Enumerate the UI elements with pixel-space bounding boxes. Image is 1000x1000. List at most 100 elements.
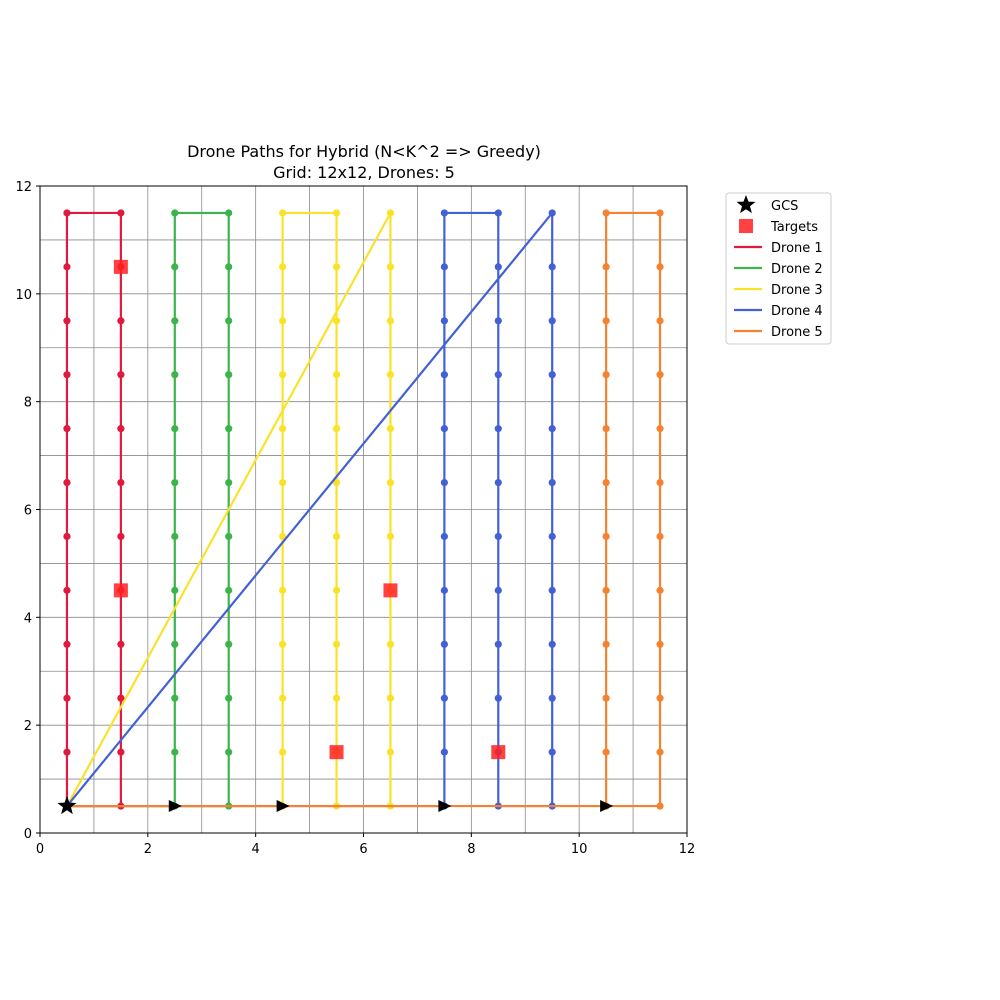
drone-4-waypoint [440,532,448,541]
drone-3-waypoint [279,640,287,648]
drone-5-waypoint [602,532,610,541]
drone-2-waypoint [225,263,233,271]
drone-4-path [66,211,554,808]
drone-4-waypoint [548,317,556,325]
drone-4-waypoint [440,209,448,217]
x-tick-label: 4 [252,842,260,857]
x-tick-label: 0 [36,842,44,857]
legend-gcs-star-icon [736,195,756,214]
drone-4-waypoint [548,209,556,217]
drone-5-waypoint [656,317,664,325]
legend-label: Drone 4 [771,304,823,319]
drone-1-waypoint [63,425,71,433]
drone-1-waypoint [63,640,71,648]
drone-4-waypoint [440,425,448,433]
drone-3-waypoint [386,748,395,756]
x-tick-label: 2 [144,842,152,857]
y-tick-label: 12 [15,180,32,195]
drone-4-waypoint [548,263,556,271]
drone-2-waypoint [225,371,233,379]
target-marker [491,745,506,760]
drone-1-waypoint [63,694,71,702]
drone-2-waypoint [171,263,179,271]
plot-area: 0 2 4 6 8 10 12 0 2 4 6 8 10 12 [15,180,695,857]
drone-4-waypoint [494,371,502,379]
legend-label: Drone 5 [771,325,823,340]
drone-2-waypoint [171,586,179,594]
direction-arrow [168,800,182,813]
drone-3-waypoint [332,263,341,271]
drone-3-waypoint [332,425,341,433]
drone-3-waypoint [386,317,395,325]
drone-1-waypoint [117,532,125,541]
drone-4-waypoint [440,317,448,325]
drone-2-waypoint [225,532,233,541]
drone-4-waypoint [494,640,502,648]
target-marker [113,259,128,274]
drone-5-waypoint [656,371,664,379]
drone-4-waypoint [548,586,556,594]
drone-3-waypoint [332,317,341,325]
direction-arrow [438,800,452,813]
drone-4-waypoint [440,640,448,648]
legend-label: GCS [771,199,798,214]
drone-4-waypoint [440,748,448,756]
drone-3-waypoint [386,371,395,379]
drone-5-waypoint [602,263,610,271]
drone-5-waypoint [602,586,610,594]
x-tick-label: 8 [467,842,475,857]
legend-label: Drone 3 [771,283,823,298]
drone-4-waypoint [548,425,556,433]
drone-4-waypoint [494,263,502,271]
legend-label: Targets [770,220,818,235]
drone-5-waypoint [602,640,610,648]
drone-2-waypoint [171,640,179,648]
drone-3-waypoint [386,263,395,271]
target-marker [383,583,398,598]
drone-3-waypoint [332,371,341,379]
drone-1-waypoint [117,425,125,433]
chart-title: Drone Paths for Hybrid (N<K^2 => Greedy) [187,142,541,161]
direction-arrow [600,800,614,813]
drone-2-waypoint [171,748,179,756]
drone-3-waypoint [386,478,395,487]
drone-3-waypoint [332,586,341,594]
drone-1-waypoint [117,478,125,487]
drone-4-waypoint [440,586,448,594]
target-marker [113,583,128,598]
drone-1-waypoint [117,317,125,325]
direction-arrow [276,800,290,813]
drone-3-waypoint [279,748,287,756]
legend-label: Drone 1 [771,241,823,256]
drone-2-waypoint [171,478,179,487]
drone-1-waypoint [117,694,125,702]
drone-4-waypoint [440,694,448,702]
drone-5-waypoint [656,748,664,756]
drone-4-waypoint [548,532,556,541]
drone-5-waypoint [656,425,664,433]
drone-3-waypoint [279,586,287,594]
drone-4-waypoint [494,478,502,487]
drone-5-waypoint [602,209,610,217]
drone-4-waypoint [548,640,556,648]
drone-2-waypoint [225,425,233,433]
drone-5-waypoint [656,802,664,810]
drone-4-waypoint [548,371,556,379]
drone-2-waypoint [171,425,179,433]
y-tick-label: 0 [24,827,32,842]
drone-1-waypoint [63,532,71,541]
drone-4-waypoint [440,478,448,487]
drone-3-waypoint [386,425,395,433]
drone-5-waypoint [656,209,664,217]
drone-1-waypoint [117,371,125,379]
chart-subtitle: Grid: 12x12, Drones: 5 [273,163,455,182]
drone-2-waypoint [171,694,179,702]
drone-1-waypoint [117,748,125,756]
drone-3-waypoint [279,209,287,217]
drone-5-waypoint [602,694,610,702]
legend: GCS Targets Drone 1 Drone 2 Drone 3 Drone 4 Dr… [725,192,832,345]
drone-1-waypoint [117,209,125,217]
drone-3-waypoint [332,694,341,702]
drone-4-waypoint [548,748,556,756]
drone-5-waypoint [602,317,610,325]
